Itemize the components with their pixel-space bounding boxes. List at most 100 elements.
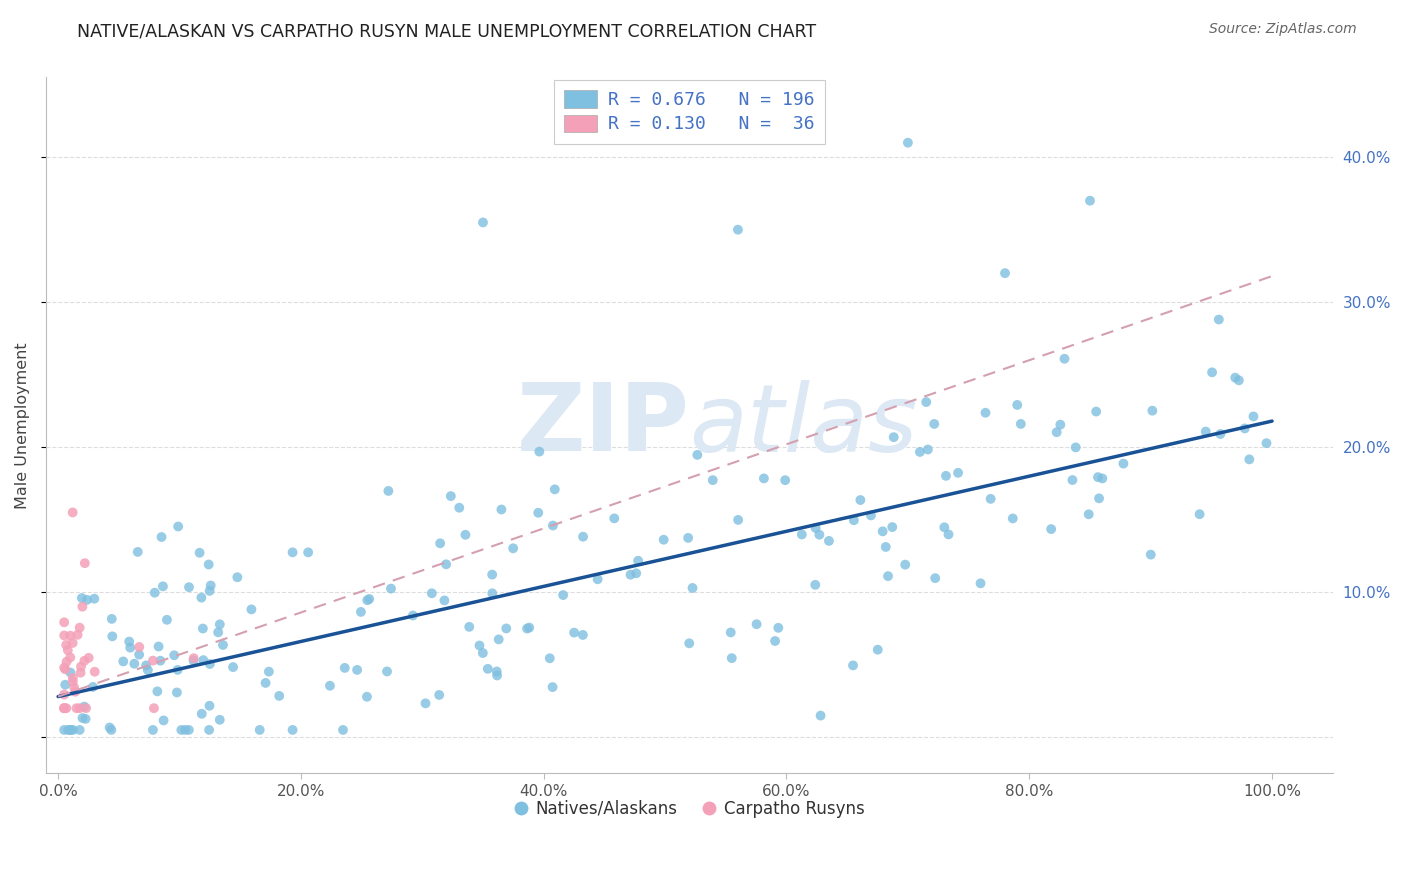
Point bbox=[149, 654, 172, 668]
Point bbox=[82, 680, 104, 694]
Point bbox=[69, 723, 91, 737]
Point bbox=[477, 662, 499, 676]
Point bbox=[752, 471, 775, 485]
Point bbox=[720, 625, 742, 640]
Point bbox=[897, 136, 920, 150]
Point bbox=[59, 723, 82, 737]
Point bbox=[55, 638, 77, 652]
Point bbox=[249, 723, 271, 737]
Point bbox=[65, 701, 87, 715]
Point bbox=[69, 701, 91, 715]
Point bbox=[488, 632, 510, 647]
Point bbox=[63, 681, 86, 695]
Legend: Natives/Alaskans, Carpatho Rusyns: Natives/Alaskans, Carpatho Rusyns bbox=[508, 793, 872, 824]
Point bbox=[1053, 351, 1076, 366]
Point bbox=[994, 266, 1017, 280]
Point bbox=[804, 578, 827, 592]
Point bbox=[541, 518, 564, 533]
Point bbox=[73, 556, 96, 570]
Point bbox=[62, 636, 84, 650]
Point bbox=[682, 581, 704, 595]
Point bbox=[544, 483, 567, 497]
Point bbox=[183, 654, 205, 668]
Point bbox=[1001, 511, 1024, 525]
Point bbox=[297, 545, 319, 559]
Point bbox=[152, 714, 174, 728]
Y-axis label: Male Unemployment: Male Unemployment bbox=[15, 343, 30, 508]
Point bbox=[517, 621, 540, 635]
Point bbox=[281, 545, 304, 559]
Point bbox=[73, 699, 96, 714]
Point bbox=[980, 491, 1002, 506]
Text: ZIP: ZIP bbox=[516, 379, 689, 472]
Point bbox=[468, 639, 491, 653]
Point bbox=[53, 678, 76, 692]
Point bbox=[356, 593, 378, 607]
Point bbox=[440, 489, 463, 503]
Point bbox=[177, 723, 200, 737]
Point bbox=[190, 706, 212, 721]
Point bbox=[83, 591, 105, 606]
Point bbox=[619, 567, 641, 582]
Point bbox=[174, 723, 197, 737]
Point bbox=[100, 723, 122, 737]
Point bbox=[62, 723, 84, 737]
Point bbox=[485, 665, 508, 679]
Point bbox=[56, 643, 79, 657]
Point bbox=[197, 558, 219, 572]
Point bbox=[142, 654, 165, 668]
Point bbox=[627, 554, 650, 568]
Point bbox=[883, 430, 905, 444]
Point bbox=[177, 580, 200, 594]
Point bbox=[56, 723, 79, 737]
Point bbox=[402, 608, 425, 623]
Point bbox=[75, 701, 97, 715]
Point bbox=[804, 521, 827, 535]
Point bbox=[53, 662, 76, 676]
Point bbox=[745, 617, 768, 632]
Point bbox=[686, 448, 709, 462]
Point bbox=[191, 622, 214, 636]
Point bbox=[257, 665, 280, 679]
Point bbox=[53, 723, 76, 737]
Point bbox=[434, 558, 457, 572]
Point bbox=[934, 520, 956, 534]
Point bbox=[1225, 370, 1247, 384]
Point bbox=[924, 571, 946, 585]
Point bbox=[226, 570, 249, 584]
Point bbox=[626, 566, 648, 581]
Point bbox=[98, 721, 121, 735]
Point bbox=[380, 582, 402, 596]
Point bbox=[1112, 457, 1135, 471]
Point bbox=[1077, 508, 1099, 522]
Point bbox=[1142, 403, 1164, 417]
Point bbox=[562, 625, 585, 640]
Point bbox=[207, 625, 229, 640]
Point bbox=[198, 657, 221, 671]
Point bbox=[69, 665, 91, 680]
Point bbox=[53, 701, 76, 715]
Point bbox=[346, 663, 368, 677]
Point bbox=[1064, 441, 1087, 455]
Point bbox=[773, 473, 796, 487]
Point bbox=[142, 701, 165, 715]
Point bbox=[72, 711, 94, 725]
Point bbox=[55, 701, 77, 715]
Point bbox=[427, 688, 450, 702]
Point bbox=[922, 417, 945, 431]
Point bbox=[1007, 398, 1029, 412]
Point bbox=[1208, 312, 1230, 326]
Point bbox=[70, 591, 93, 605]
Point bbox=[938, 527, 960, 541]
Point bbox=[208, 713, 231, 727]
Point bbox=[454, 528, 477, 542]
Point bbox=[882, 520, 904, 534]
Point bbox=[55, 655, 77, 669]
Text: atlas: atlas bbox=[689, 380, 918, 471]
Point bbox=[66, 628, 89, 642]
Point bbox=[319, 679, 342, 693]
Point bbox=[1087, 470, 1109, 484]
Point bbox=[76, 593, 98, 607]
Point bbox=[472, 215, 495, 229]
Point bbox=[702, 473, 724, 487]
